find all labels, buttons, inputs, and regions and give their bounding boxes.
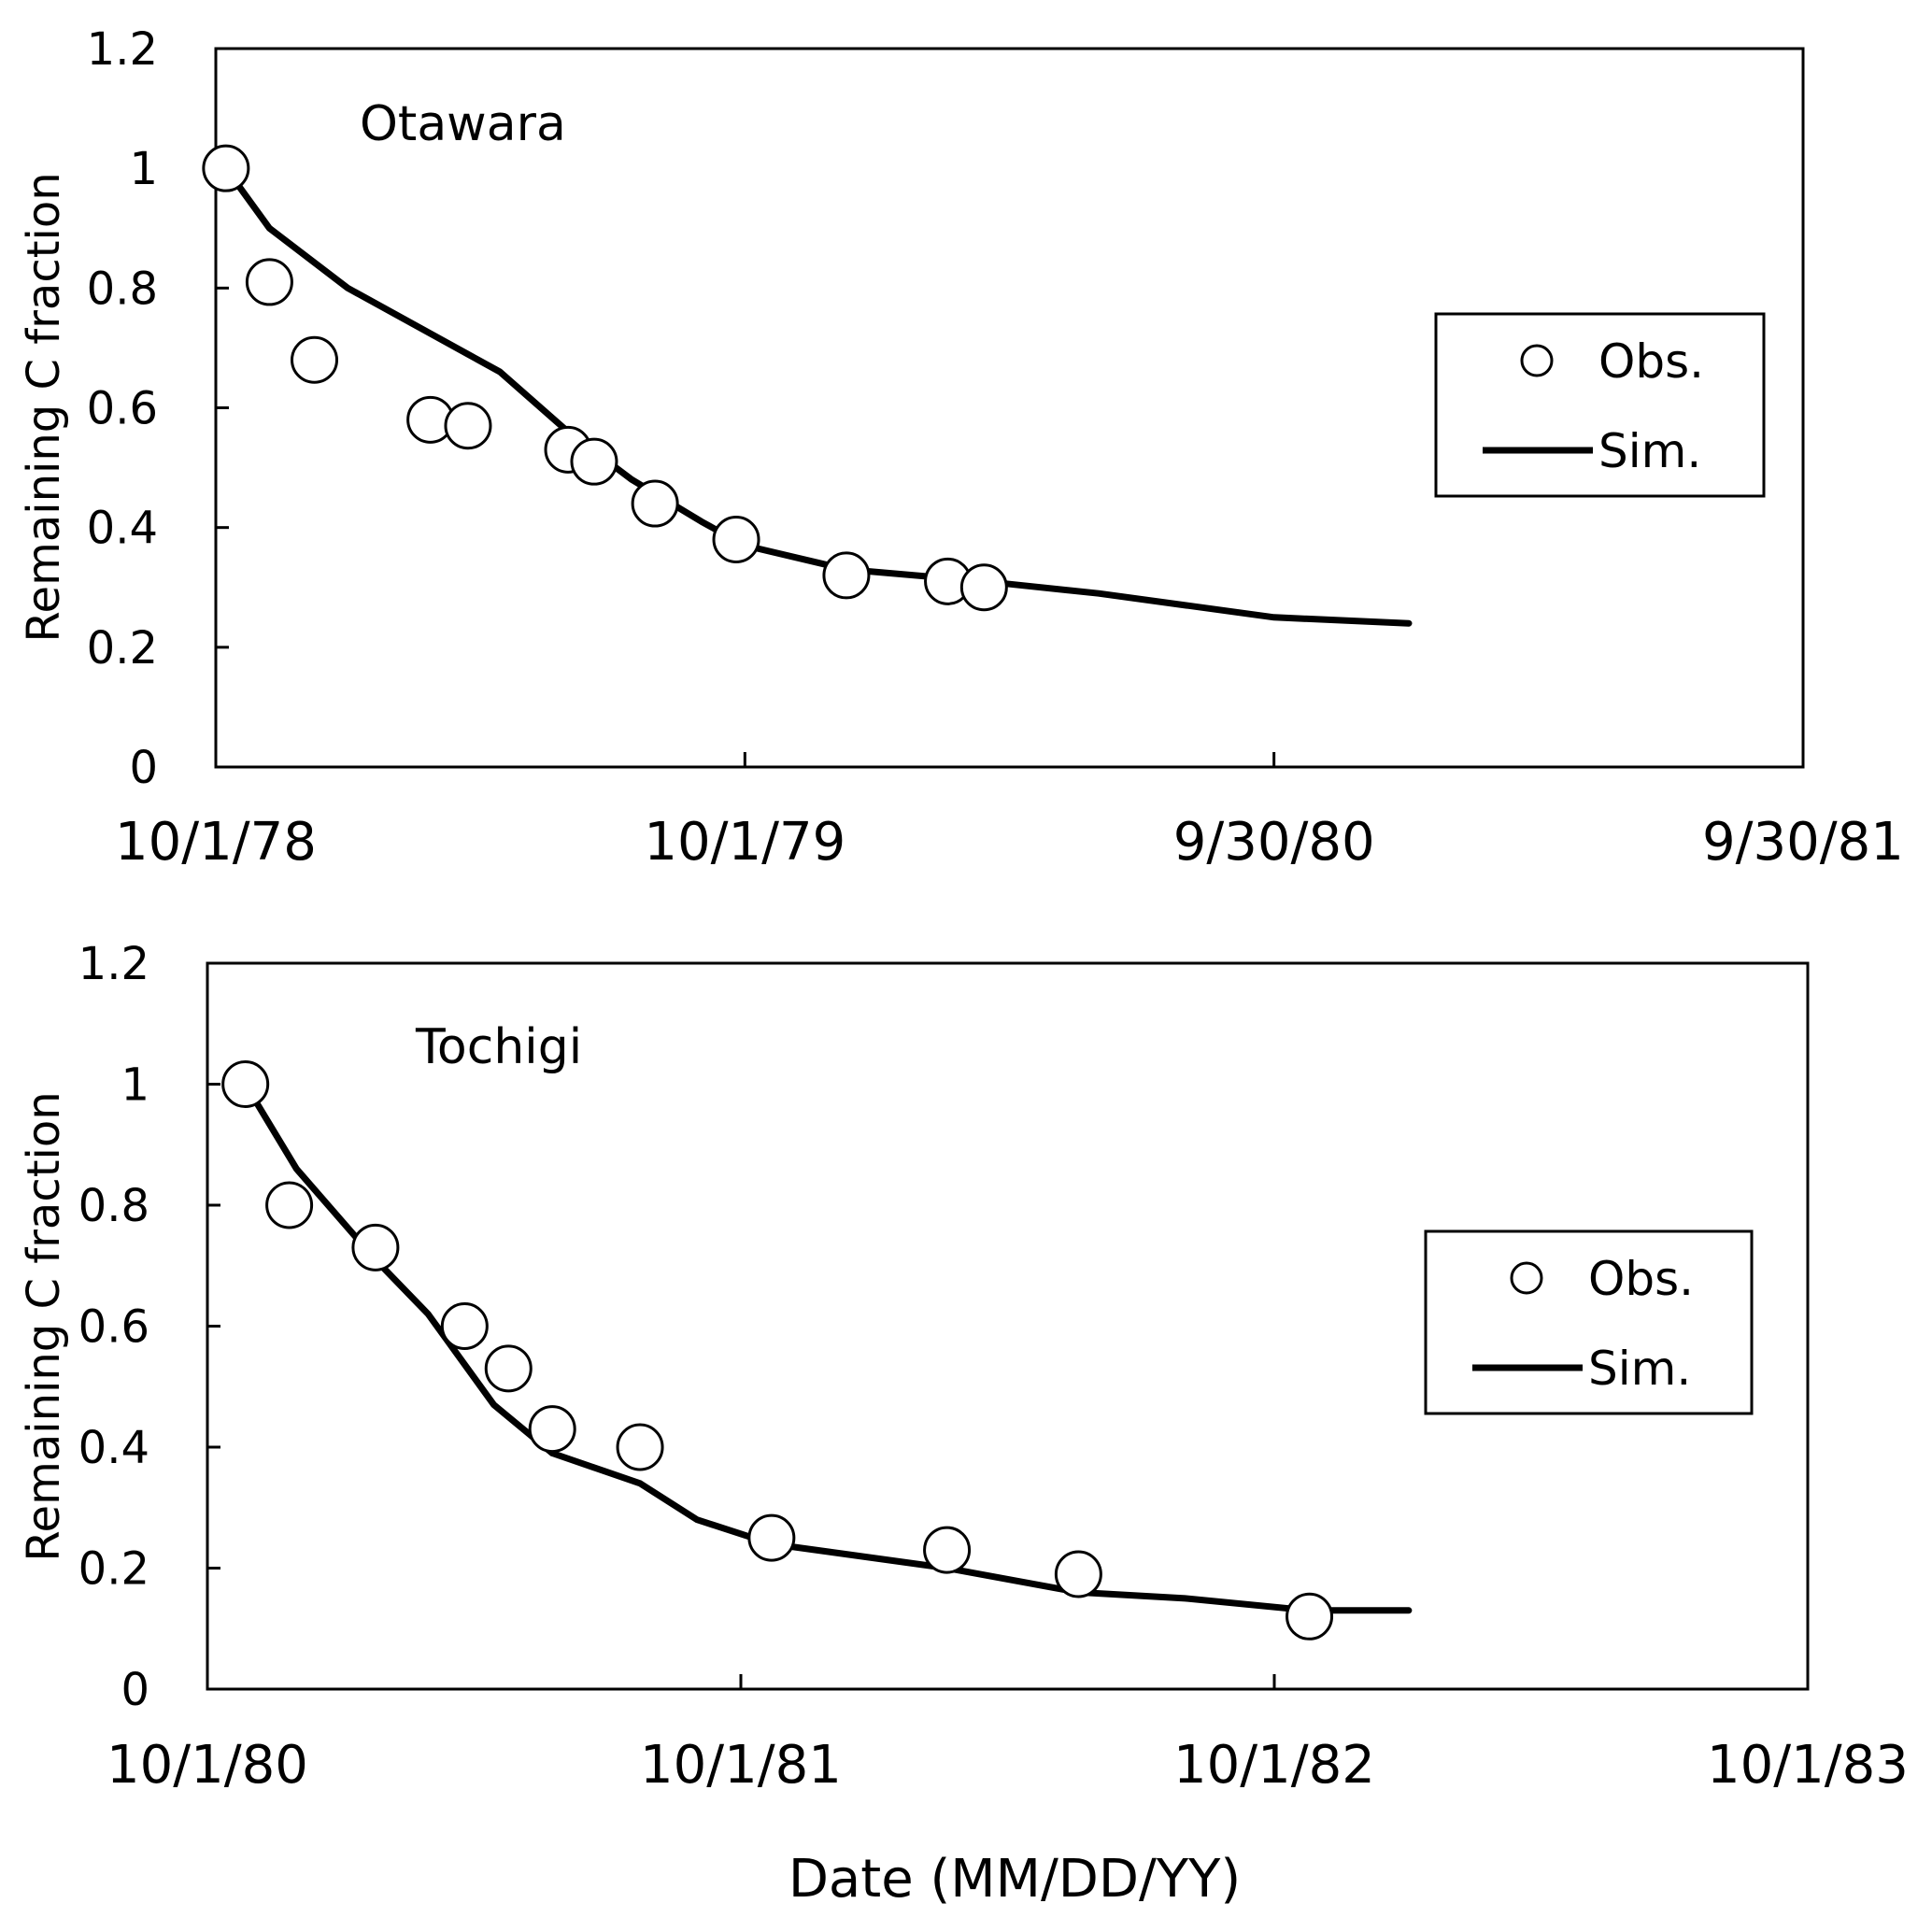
obs-point	[631, 479, 679, 528]
legend-obs-label: Obs.	[1588, 1252, 1694, 1306]
y-tick-label: 0.2	[87, 622, 158, 675]
legend: Obs. Sim.	[1434, 312, 1766, 498]
legend: Obs. Sim.	[1424, 1229, 1754, 1415]
y-tick-label: 0.4	[78, 1422, 149, 1474]
x-tick-label: 10/1/79	[644, 812, 845, 873]
obs-point	[444, 402, 492, 450]
legend-sim-label: Sim.	[1588, 1342, 1691, 1396]
obs-point	[351, 1223, 400, 1271]
x-tick-label: 10/1/82	[1173, 1735, 1375, 1796]
obs-point	[265, 1181, 314, 1229]
obs-point	[959, 563, 1008, 612]
y-tick-label: 0.6	[87, 383, 158, 435]
site-label: Tochigi	[415, 1019, 582, 1075]
x-axis-label: Date (MM/DD/YY)	[788, 1849, 1241, 1910]
y-tick-label: 0	[129, 742, 158, 794]
x-tick-label: 10/1/83	[1707, 1735, 1909, 1796]
sim-line	[222, 164, 1413, 627]
obs-point	[1286, 1592, 1334, 1641]
y-tick-label: 1.2	[78, 938, 149, 990]
y-tick-label: 0.6	[78, 1301, 149, 1354]
y-tick-label: 0.2	[78, 1543, 149, 1596]
y-axis-label: Remaining C fraction	[18, 172, 70, 642]
legend-obs-label: Obs.	[1598, 334, 1704, 389]
y-tick-label: 1	[129, 143, 158, 195]
obs-point	[923, 1526, 972, 1574]
x-tick-label: 10/1/78	[115, 812, 317, 873]
sim-line	[242, 1081, 1413, 1614]
panel-otawara: 0 0.2 0.4 0.6 0.8 1 1.2 10/1/78 10/1/79 9/30/80 9/…	[18, 23, 1904, 873]
x-tick-label: 10/1/81	[640, 1735, 842, 1796]
legend-obs-marker	[1520, 344, 1554, 377]
site-label: Otawara	[360, 96, 566, 152]
legend-obs-marker	[1510, 1261, 1543, 1295]
x-tick-label: 9/30/81	[1702, 812, 1904, 873]
x-tick-label: 9/30/80	[1173, 812, 1375, 873]
obs-point	[245, 258, 293, 306]
obs-point	[291, 335, 339, 384]
y-tick-label: 0.8	[78, 1180, 149, 1232]
obs-point	[822, 551, 871, 600]
y-tick-label: 0.4	[87, 503, 158, 555]
obs-point	[616, 1423, 664, 1471]
obs-point	[747, 1513, 796, 1562]
panel-tochigi: 0 0.2 0.4 0.6 0.8 1 1.2 10/1/80 10/1/81 10/1/82 10…	[18, 938, 1909, 1796]
obs-point	[712, 515, 760, 563]
obs-point	[528, 1405, 576, 1454]
x-tick-label: 10/1/80	[107, 1735, 308, 1796]
obs-point	[221, 1060, 270, 1108]
legend-sim-label: Sim.	[1598, 424, 1701, 478]
obs-point	[484, 1344, 533, 1393]
y-axis-label: Remaining C fraction	[18, 1091, 70, 1561]
obs-point	[570, 437, 618, 486]
y-tick-label: 1	[121, 1059, 149, 1112]
obs-point	[440, 1302, 489, 1350]
obs-point	[1054, 1550, 1102, 1598]
legend-box	[1434, 312, 1766, 498]
y-tick-label: 0.8	[87, 263, 158, 315]
y-tick-label: 0	[121, 1664, 149, 1716]
y-tick-label: 1.2	[87, 23, 158, 76]
obs-point	[202, 144, 250, 192]
legend-box	[1424, 1229, 1754, 1415]
